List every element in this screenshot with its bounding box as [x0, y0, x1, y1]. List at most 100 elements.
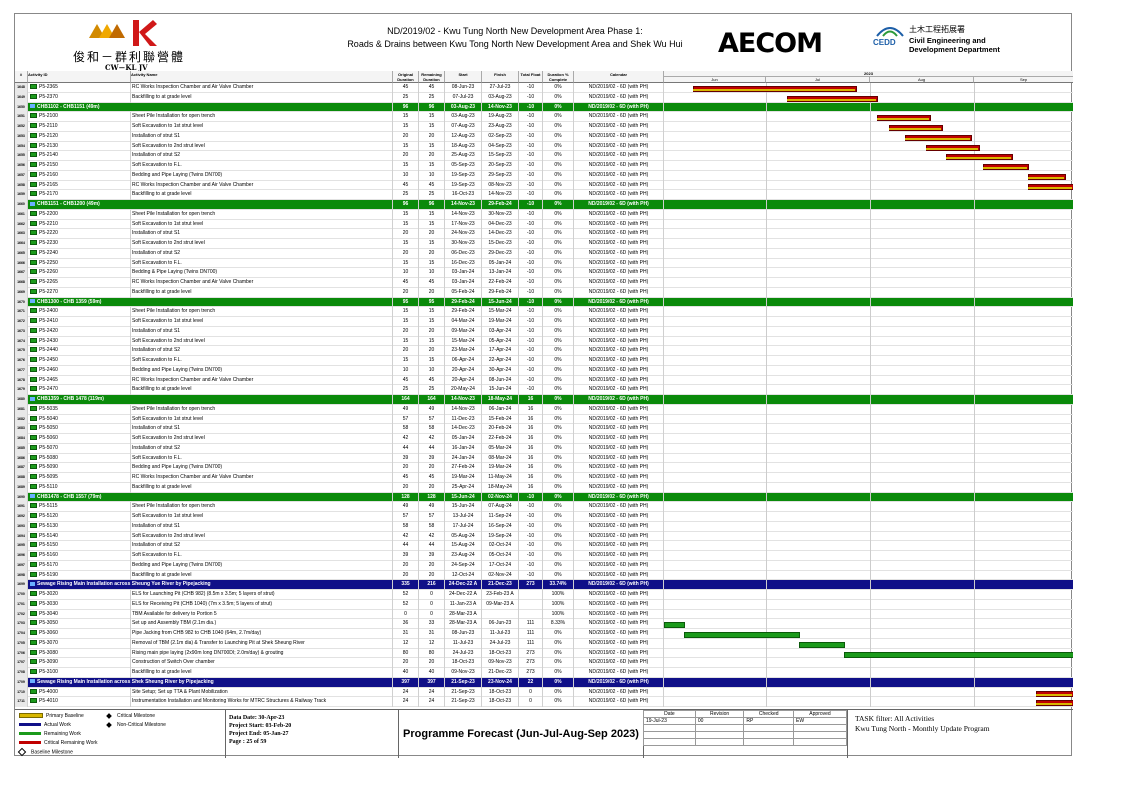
percent-complete: 0% [543, 83, 574, 93]
gantt-bar-remaining[interactable] [798, 641, 845, 648]
table-row[interactable]: 1649 P5-2370 Backfilling to at grade level… [15, 92, 1073, 103]
table-row[interactable]: 1688 P5-5095 RC Works Inspection Chamber a… [15, 473, 1073, 483]
table-row[interactable]: 1661 P5-2200 Sheet Pile Installation for o… [15, 209, 1073, 220]
table-row[interactable]: 1664 P5-2230 Soft Excavation to 2nd strut … [15, 239, 1073, 249]
table-row[interactable]: 1653 P5-2120 Installation of strut S1 20 20 1… [15, 131, 1073, 142]
table-row[interactable]: 1697 P5-5170 Bedding and Pipe Laying (Twin… [15, 560, 1073, 571]
original-duration: 96 [393, 200, 419, 210]
wbs-group-row[interactable]: 1670 CHB1300 - CHB 1359 (59m) 95 95 29-Feb-2… [15, 297, 1073, 308]
table-row[interactable]: 1652 P5-2110 Soft Excavation to 1st strut … [15, 122, 1073, 132]
table-row[interactable]: 1710 P5-4000 Site Setup; Set up TTA & Plan… [15, 687, 1073, 698]
activity-icon [30, 162, 37, 168]
table-row[interactable]: 1704 P5-3060 Pipe Jacking from CHB 982 to … [15, 629, 1073, 639]
gantt-bar-remaining[interactable] [664, 622, 686, 629]
activity-icon [30, 405, 37, 411]
start-date: 24-Dec-22 A [445, 580, 482, 590]
start-date: 19-Sep-23 [445, 170, 482, 181]
table-row[interactable]: 1656 P5-2150 Soft Excavation to F.L. 15 15 05… [15, 161, 1073, 171]
table-row[interactable]: 1675 P5-2440 Installation of strut S2 20 20 2… [15, 346, 1073, 356]
table-row[interactable]: 1695 P5-5150 Installation of strut S2 44 44 1… [15, 541, 1073, 551]
start-date: 03-Aug-23 [445, 112, 482, 122]
original-duration: 42 [393, 531, 419, 542]
table-row[interactable]: 1659 P5-2170 Backfilling to at grade level… [15, 190, 1073, 200]
table-row[interactable]: 1682 P5-5040 Soft Excavation to 1st strut … [15, 414, 1073, 425]
table-row[interactable]: 1702 P5-3040 TBM Available for delivery to… [15, 609, 1073, 620]
activity-id: P5-2265 [28, 278, 131, 288]
table-row[interactable]: 1700 P5-3020 ELS for Launching Pit (CHB 98… [15, 590, 1073, 600]
table-row[interactable]: 1694 P5-5140 Soft Excavation to 2nd strut … [15, 531, 1073, 542]
activity-icon [30, 366, 37, 372]
table-row[interactable]: 1677 P5-2460 Bedding and Pipe Laying (Twin… [15, 365, 1073, 376]
wbs-group-row[interactable]: 1709 Sewage Rising Main Installation acro… [15, 677, 1073, 688]
table-row[interactable]: 1691 P5-5115 Sheet Pile Installation for o… [15, 502, 1073, 512]
table-row[interactable]: 1693 P5-5130 Installation of strut S1 58 58 1… [15, 521, 1073, 532]
remaining-duration: 96 [419, 200, 445, 210]
table-row[interactable]: 1669 P5-2270 Backfilling to at grade level… [15, 287, 1073, 298]
table-row[interactable]: 1683 P5-5050 Installation of strut S1 58 58 1… [15, 424, 1073, 434]
table-row[interactable]: 1657 P5-2160 Bedding and Pipe Laying (Twin… [15, 170, 1073, 181]
table-row[interactable]: 1707 P5-3090 Construction of Switch Over c… [15, 658, 1073, 668]
page-header: 俊和－群利聯營體 CW－KL JV ND/2019/02 - Kwu Tung … [15, 14, 1073, 72]
activity-id-text: P5-3080 [39, 649, 58, 656]
table-row[interactable]: 1678 P5-2465 RC Works Inspection Chamber a… [15, 375, 1073, 386]
wbs-group-row[interactable]: 1699 Sewage Rising Main Installation acro… [15, 580, 1073, 590]
gantt-bar-remaining[interactable] [684, 632, 800, 638]
table-row[interactable]: 1679 P5-2470 Backfilling to at grade level… [15, 385, 1073, 395]
finish-date: 15-Sep-23 [482, 151, 519, 161]
table-row[interactable]: 1671 P5-2400 Sheet Pile Installation for o… [15, 307, 1073, 317]
wbs-group-row[interactable]: 1680 CHB1359 - CHB 1478 (119m) 164 164 14-No… [15, 395, 1073, 405]
start-date: 24-Sep-24 [445, 560, 482, 571]
table-row[interactable]: 1665 P5-2240 Installation of strut S2 20 20 0… [15, 248, 1073, 259]
calendar-name: ND/2019/02 - 6D (with PH) [574, 541, 664, 551]
activity-id: P5-2110 [28, 122, 131, 132]
table-row[interactable]: 1676 P5-2450 Soft Excavation to F.L. 15 15 06… [15, 356, 1073, 366]
table-row[interactable]: 1701 P5-3030 ELS for Receiving Pit (CHB 10… [15, 599, 1073, 610]
table-row[interactable]: 1667 P5-2260 Bedding & Pipe Laying (Twins … [15, 268, 1073, 278]
table-row[interactable]: 1651 P5-2100 Sheet Pile Installation for o… [15, 112, 1073, 122]
activity-id-text: CHB1151 - CHB1200 (49m) [37, 201, 100, 207]
row-number: 1697 [15, 560, 28, 571]
table-row[interactable]: 1654 P5-2130 Soft Excavation to 2nd strut … [15, 141, 1073, 152]
row-number: 1676 [15, 356, 28, 366]
table-row[interactable]: 1711 P5-4010 Instrumentation Installation … [15, 697, 1073, 707]
calendar-name: ND/2019/02 - 6D (with PH) [574, 385, 664, 395]
table-row[interactable]: 1708 P5-3100 Backfilling to at grade level… [15, 668, 1073, 678]
wbs-group-row[interactable]: 1650 CHB1102 - CHB1151 (49m) 96 96 03-Aug-23… [15, 102, 1073, 113]
wbs-group-row[interactable]: 1660 CHB1151 - CHB1200 (49m) 96 96 14-Nov-23… [15, 200, 1073, 210]
table-row[interactable]: 1692 P5-5120 Soft Excavation to 1st strut … [15, 512, 1073, 522]
total-float: -10 [519, 248, 543, 259]
col-start-header: Start [445, 71, 482, 83]
table-row[interactable]: 1681 P5-5035 Sheet Pile Installation for o… [15, 404, 1073, 415]
table-row[interactable]: 1648 P5-2365 RC Works Inspection Chamber a… [15, 83, 1073, 93]
table-row[interactable]: 1663 P5-2220 Installation of strut S1 20 20 2… [15, 229, 1073, 239]
table-row[interactable]: 1674 P5-2430 Soft Excavation to 2nd strut … [15, 336, 1073, 347]
wbs-group-row[interactable]: 1690 CHB1478 - CHB 1557 (79m) 128 128 15-Jun… [15, 492, 1073, 503]
original-duration: 335 [393, 580, 419, 590]
table-row[interactable]: 1687 P5-5090 Bedding and Pipe Laying (Twin… [15, 463, 1073, 473]
table-row[interactable]: 1672 P5-2410 Soft Excavation to 1st strut … [15, 317, 1073, 327]
finish-date: 22-Feb-24 [482, 278, 519, 288]
table-row[interactable]: 1684 P5-5060 Soft Excavation to 2nd strut … [15, 434, 1073, 444]
table-row[interactable]: 1662 P5-2210 Soft Excavation to 1st strut … [15, 219, 1073, 230]
activity-id: P5-2400 [28, 307, 131, 317]
remaining-duration: 20 [419, 570, 445, 581]
table-row[interactable]: 1698 P5-5190 Backfilling to at grade level… [15, 570, 1073, 581]
table-row[interactable]: 1668 P5-2265 RC Works Inspection Chamber a… [15, 278, 1073, 288]
table-row[interactable]: 1705 P5-3070 Removal of TBM (2.1m dia) & T… [15, 638, 1073, 649]
table-row[interactable]: 1673 P5-2420 Installation of strut S1 20 20 0… [15, 326, 1073, 337]
gantt-bar-remaining[interactable] [843, 651, 1073, 658]
table-row[interactable]: 1696 P5-5160 Soft Excavation to F.L. 39 39 23… [15, 551, 1073, 561]
gantt-month-sep: Sep [974, 77, 1073, 83]
table-row[interactable]: 1655 P5-2140 Installation of strut S2 20 20 2… [15, 151, 1073, 161]
table-row[interactable]: 1658 P5-2165 RC Works Inspection Chamber a… [15, 180, 1073, 191]
start-date: 23-Aug-24 [445, 551, 482, 561]
table-row[interactable]: 1689 P5-5110 Backfilling to at grade level… [15, 482, 1073, 493]
row-number: 1689 [15, 482, 28, 493]
table-row[interactable]: 1703 P5-3050 Set up and Assembly TBM (2.1m… [15, 619, 1073, 629]
table-row[interactable]: 1685 P5-5070 Installation of strut S2 44 44 1… [15, 443, 1073, 454]
table-row[interactable]: 1666 P5-2250 Soft Excavation to F.L. 15 15 16… [15, 258, 1073, 269]
gantt-cell [664, 346, 1073, 356]
table-row[interactable]: 1706 P5-3080 Rising main pipe laying (2x90… [15, 648, 1073, 659]
table-row[interactable]: 1686 P5-5080 Soft Excavation to F.L. 39 39 24… [15, 453, 1073, 464]
activity-id: P5-2120 [28, 131, 131, 142]
